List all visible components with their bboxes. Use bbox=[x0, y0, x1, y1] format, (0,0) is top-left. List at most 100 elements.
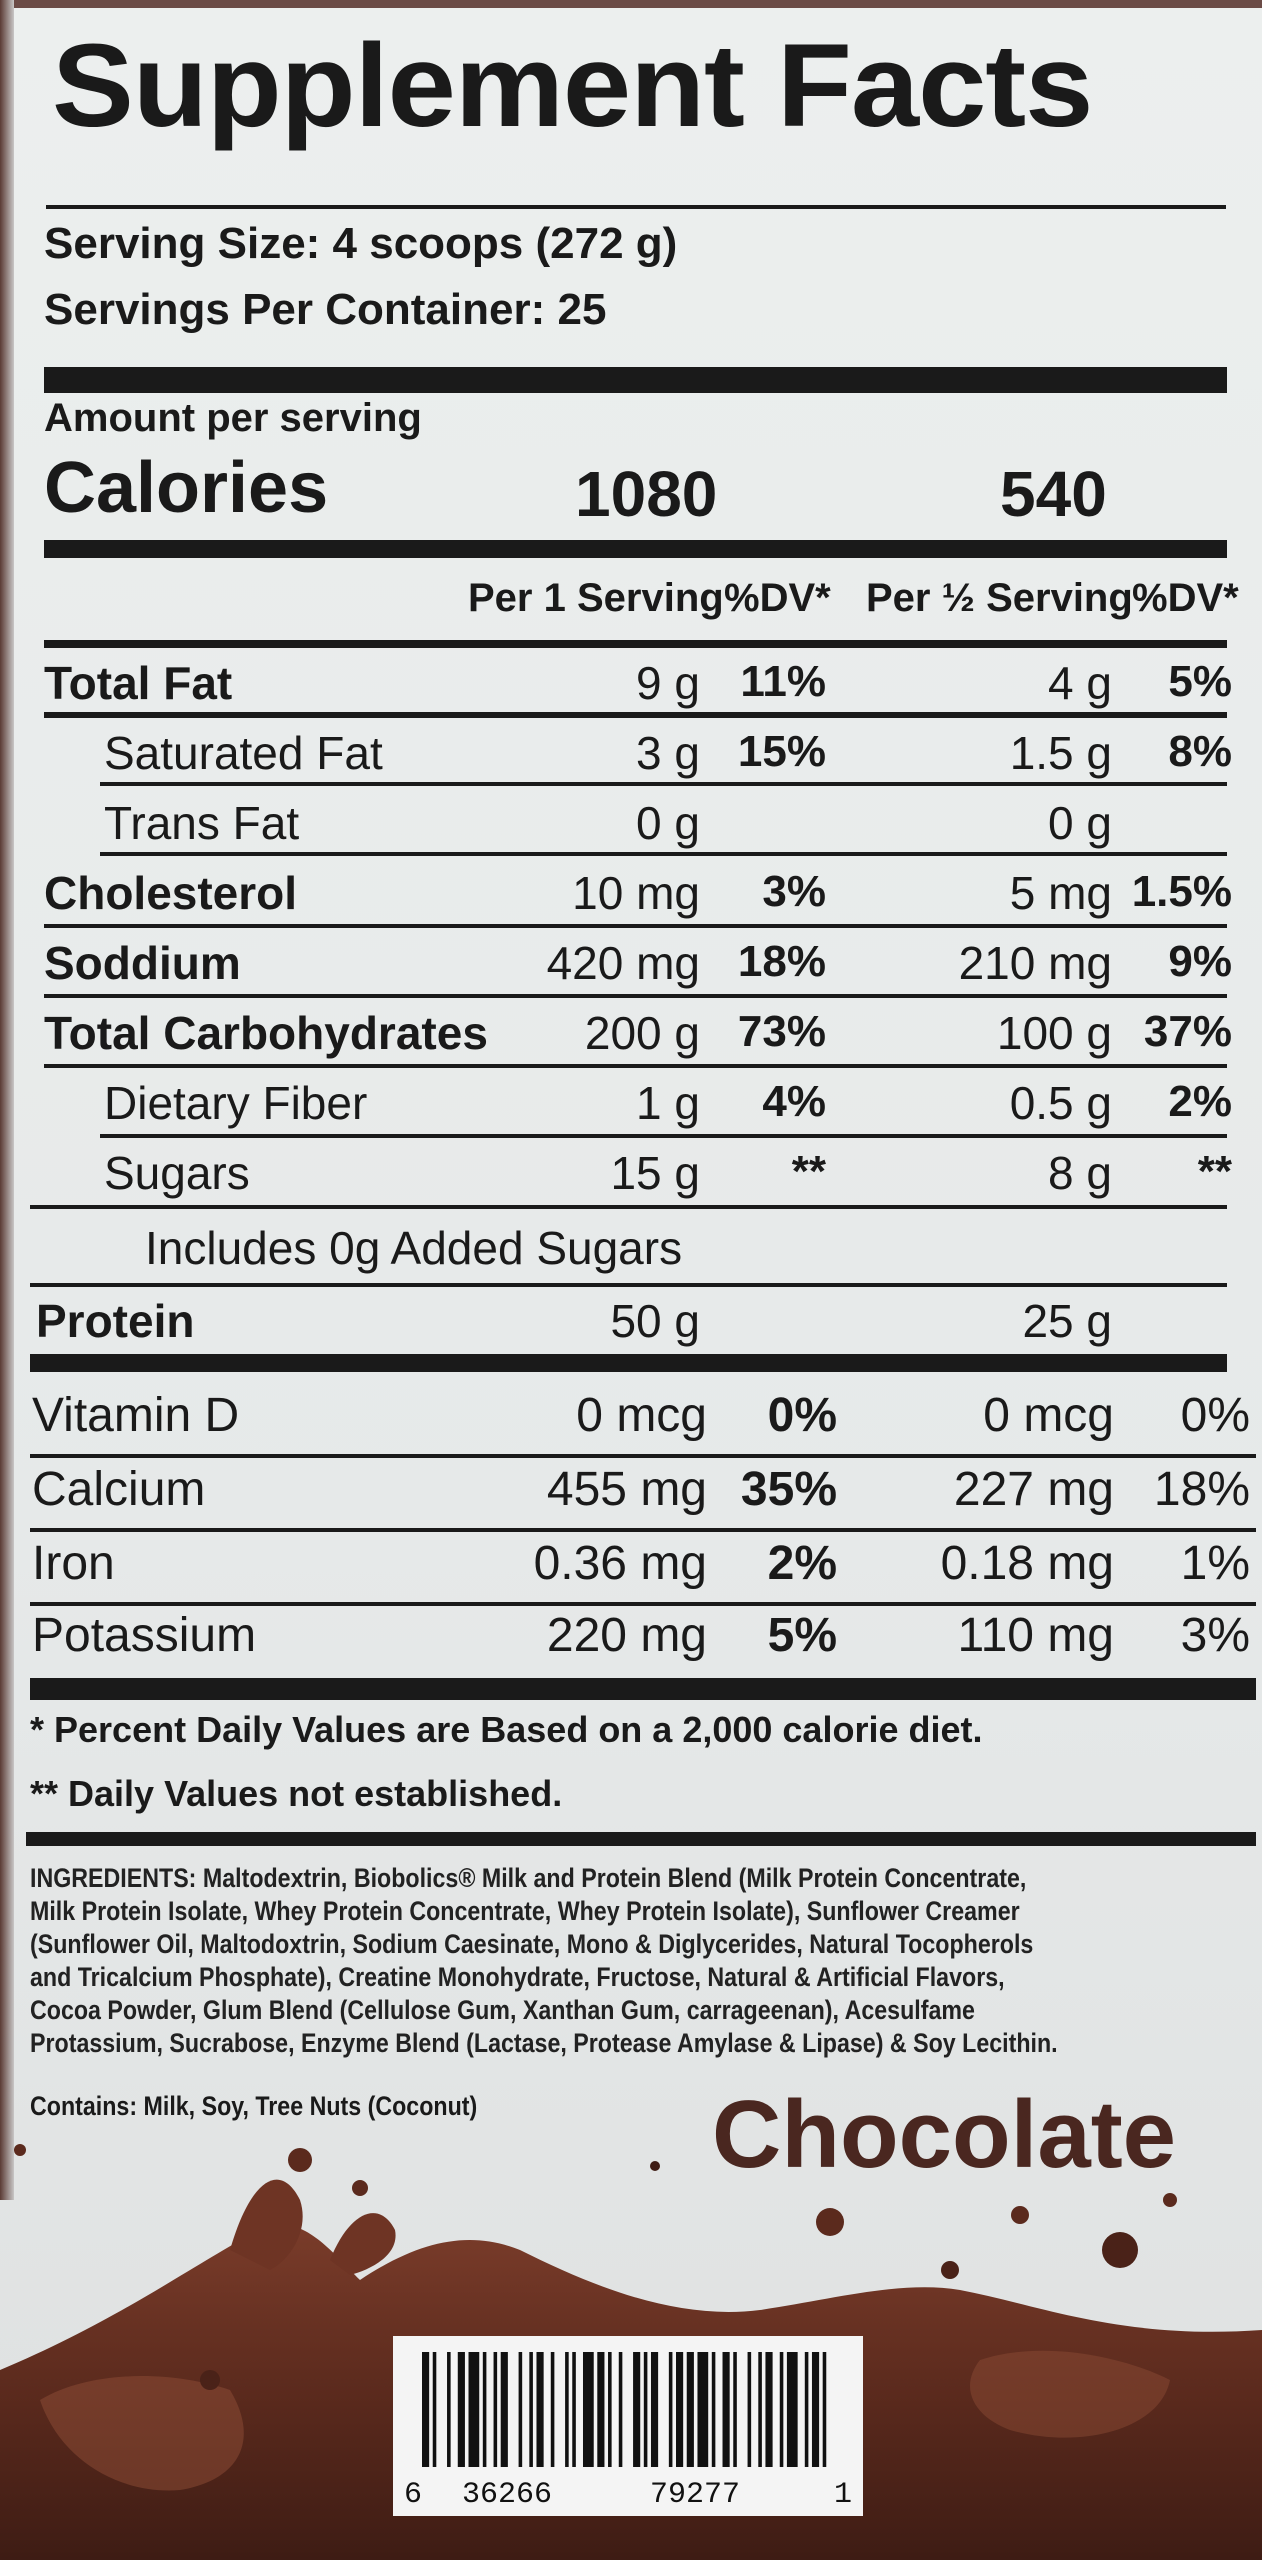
nutrient-dv-per-serving: ** bbox=[791, 1147, 826, 1196]
nutrient-amount-per-serving: 3 g bbox=[636, 727, 700, 779]
mineral-dv-per-half-serving: 18% bbox=[1153, 1463, 1250, 1516]
thick-divider bbox=[30, 1354, 1227, 1372]
nutrient-dv-per-half-serving: 5% bbox=[1168, 657, 1232, 706]
barcode-bar bbox=[668, 2352, 673, 2467]
nutrient-amount-per-serving: 9 g bbox=[636, 657, 700, 709]
barcode-bar bbox=[786, 2352, 798, 2467]
nutrient-amount-per-half-serving: 0.5 g bbox=[1009, 1077, 1112, 1129]
column-header-dv: %DV* bbox=[724, 576, 831, 620]
row-divider bbox=[100, 852, 1227, 856]
nutrient-amount-per-half-serving: 4 g bbox=[1048, 657, 1112, 709]
row-divider bbox=[44, 1064, 1227, 1068]
protein-per-serving: 50 g bbox=[610, 1295, 700, 1347]
nutrient-amount-per-half-serving: 1.5 g bbox=[1009, 727, 1112, 779]
nutrient-amount-per-serving: 15 g bbox=[610, 1147, 700, 1199]
nutrient-name: Dietary Fiber bbox=[104, 1077, 368, 1129]
thick-divider bbox=[30, 1678, 1256, 1700]
mineral-dv-per-serving: 2% bbox=[767, 1537, 837, 1590]
footnote-dv: * Percent Daily Values are Based on a 2,… bbox=[30, 1709, 983, 1750]
nutrient-dv-per-half-serving: ** bbox=[1197, 1147, 1232, 1196]
barcode-bar bbox=[711, 2352, 716, 2467]
calories-per-half-serving: 540 bbox=[1000, 458, 1107, 530]
ingredients-part1: Maltodextrin, bbox=[196, 1863, 354, 1893]
nutrient-amount-per-half-serving: 100 g bbox=[996, 1007, 1112, 1059]
barcode-bar bbox=[493, 2352, 498, 2467]
barcode-bar bbox=[733, 2352, 737, 2467]
package-edge bbox=[0, 0, 1262, 8]
servings-per-container: Servings Per Container: 25 bbox=[44, 285, 607, 334]
mineral-dv-per-half-serving: 3% bbox=[1180, 1609, 1250, 1662]
mineral-amount-per-half-serving: 110 mg bbox=[957, 1609, 1114, 1662]
barcode-bar bbox=[765, 2352, 773, 2467]
barcode-bar bbox=[457, 2352, 465, 2467]
nutrient-dv-per-serving: 11% bbox=[740, 657, 826, 706]
nutrient-name: Cholesterol bbox=[44, 867, 298, 919]
barcode-bar bbox=[811, 2352, 820, 2467]
thick-divider bbox=[44, 367, 1227, 393]
ingredients-blend-name: Biobolics® Milk and Protein Blend bbox=[353, 1863, 733, 1893]
nutrient-dv-per-serving: 73% bbox=[737, 1007, 826, 1056]
row-divider bbox=[44, 994, 1227, 998]
mineral-dv-per-half-serving: 1% bbox=[1180, 1537, 1250, 1590]
amount-per-serving: Amount per serving bbox=[44, 396, 422, 440]
added-sugars-label: Includes 0g Added Sugars bbox=[145, 1222, 683, 1274]
barcode-bar bbox=[468, 2352, 480, 2467]
barcode-bar bbox=[747, 2352, 752, 2467]
mineral-amount-per-half-serving: 227 mg bbox=[953, 1463, 1114, 1516]
barcode-bar bbox=[422, 2352, 430, 2467]
nutrient-amount-per-serving: 200 g bbox=[584, 1007, 700, 1059]
divider bbox=[30, 1283, 1227, 1287]
protein-per-half-serving: 25 g bbox=[1022, 1295, 1112, 1347]
mineral-amount-per-half-serving: 0 mcg bbox=[983, 1389, 1114, 1442]
ingredients-label: INGREDIENTS: bbox=[30, 1863, 197, 1893]
nutrient-dv-per-serving: 15% bbox=[737, 727, 826, 776]
label-title: Supplement Facts bbox=[52, 20, 1093, 152]
mineral-dv-per-serving: 35% bbox=[740, 1463, 837, 1516]
nutrient-dv-per-serving: 18% bbox=[737, 937, 826, 986]
divider bbox=[44, 640, 1227, 648]
nutrient-dv-per-serving: 4% bbox=[762, 1077, 826, 1126]
thick-divider bbox=[26, 1832, 1256, 1846]
nutrient-dv-per-half-serving: 9% bbox=[1168, 937, 1232, 986]
row-divider bbox=[30, 1528, 1256, 1532]
divider bbox=[46, 205, 1226, 209]
nutrient-amount-per-serving: 420 mg bbox=[546, 937, 700, 989]
barcode-bar bbox=[633, 2352, 641, 2467]
mineral-name: Vitamin D bbox=[32, 1389, 240, 1442]
barcode-bar bbox=[779, 2352, 784, 2467]
nutrient-name: Soddium bbox=[44, 937, 241, 989]
nutrient-amount-per-serving: 0 g bbox=[636, 797, 700, 849]
column-header-dv-half: %DV* bbox=[1132, 576, 1239, 620]
mineral-dv-per-serving: 5% bbox=[767, 1609, 837, 1662]
row-divider bbox=[100, 782, 1227, 786]
serving-size: Serving Size: 4 scoops (272 g) bbox=[44, 219, 678, 268]
nutrient-name: Saturated Fat bbox=[104, 727, 383, 779]
barcode-bar bbox=[643, 2352, 648, 2467]
barcode-bar bbox=[572, 2352, 576, 2467]
package-edge-left bbox=[0, 0, 14, 2200]
contains-label: Contains: bbox=[30, 2091, 138, 2121]
nutrient-amount-per-half-serving: 210 mg bbox=[958, 937, 1112, 989]
mineral-amount-per-half-serving: 0.18 mg bbox=[940, 1537, 1114, 1590]
barcode-bar bbox=[822, 2352, 827, 2467]
mineral-amount-per-serving: 0 mcg bbox=[576, 1389, 707, 1442]
nutrient-name: Total Fat bbox=[44, 657, 233, 709]
barcode-lead-digit: 6 bbox=[404, 2478, 423, 2512]
row-divider bbox=[30, 1454, 1256, 1458]
nutrient-amount-per-half-serving: 0 g bbox=[1048, 797, 1112, 849]
mineral-dv-per-half-serving: 0% bbox=[1180, 1389, 1250, 1442]
barcode-bar bbox=[432, 2352, 437, 2467]
calories-per-serving: 1080 bbox=[575, 458, 718, 530]
barcode-bar bbox=[697, 2352, 709, 2467]
barcode bbox=[422, 2352, 827, 2467]
barcode-bar bbox=[758, 2352, 762, 2467]
column-header-per-serving: Per 1 Serving bbox=[468, 576, 724, 620]
row-divider bbox=[44, 924, 1227, 928]
barcode-group-2: 79277 bbox=[650, 2478, 741, 2512]
ingredients-part2: (Milk Protein Concentrate, Milk Protein … bbox=[30, 1863, 1058, 2058]
contains-allergens: Contains: Milk, Soy, Tree Nuts (Coconut) bbox=[30, 2091, 477, 2122]
mineral-name: Potassium bbox=[32, 1609, 257, 1662]
barcode-bar bbox=[686, 2352, 694, 2467]
protein-label: Protein bbox=[36, 1295, 195, 1347]
